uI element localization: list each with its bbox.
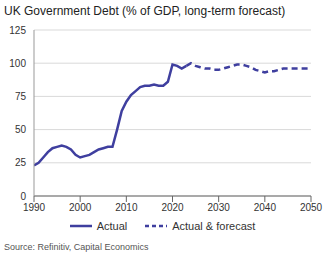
svg-text:75: 75 [15, 91, 27, 102]
svg-text:125: 125 [9, 25, 26, 36]
svg-text:0: 0 [20, 191, 26, 202]
svg-text:25: 25 [15, 157, 27, 168]
svg-text:100: 100 [9, 58, 26, 69]
svg-text:2020: 2020 [161, 202, 184, 213]
svg-text:2040: 2040 [254, 202, 277, 213]
svg-text:2030: 2030 [208, 202, 231, 213]
svg-text:2000: 2000 [69, 202, 92, 213]
svg-text:50: 50 [15, 124, 27, 135]
svg-text:2010: 2010 [115, 202, 138, 213]
html-text:Source: Refinitiv, Capital Eco: Source: Refinitiv, Capital Economics [4, 242, 149, 252]
html-text:Actual: Actual [96, 220, 128, 232]
html-text:UK Government Debt (% of GDP,: UK Government Debt (% of GDP, long-term … [4, 4, 286, 18]
svg-text:1990: 1990 [23, 202, 46, 213]
svg-text:2050: 2050 [300, 202, 317, 213]
html-text:Actual & forecast: Actual & forecast [172, 220, 256, 232]
